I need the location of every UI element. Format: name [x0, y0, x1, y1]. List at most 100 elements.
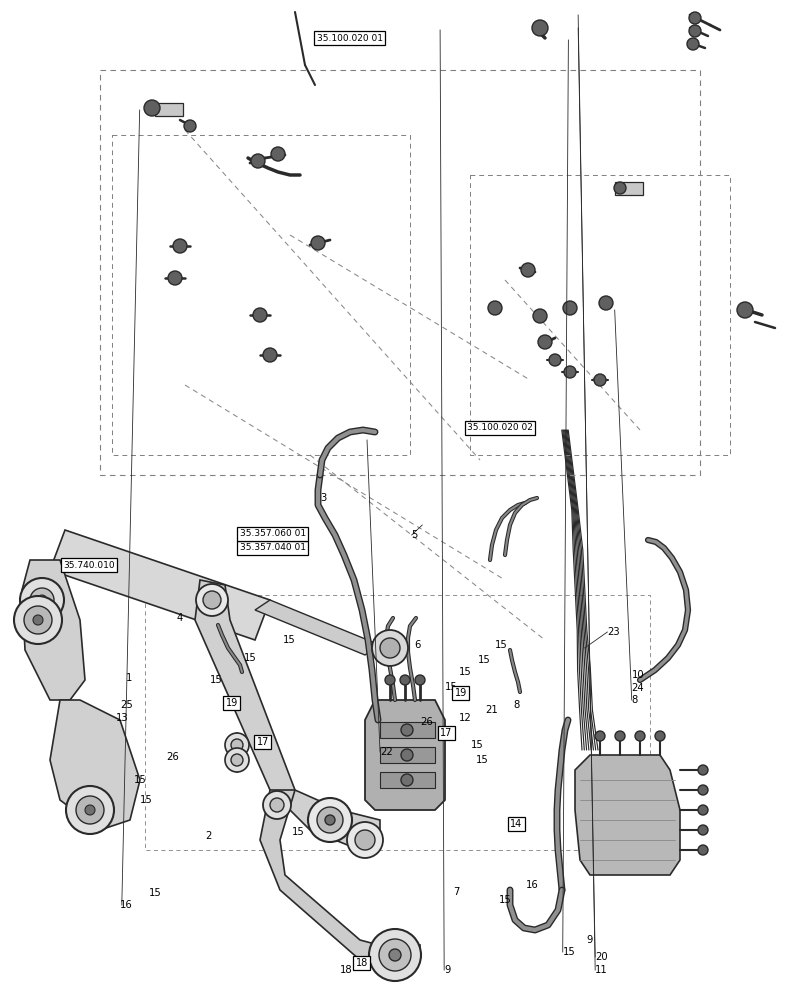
Polygon shape	[22, 560, 85, 700]
Circle shape	[253, 308, 267, 322]
Circle shape	[76, 796, 104, 824]
Circle shape	[594, 374, 605, 386]
Circle shape	[384, 675, 394, 685]
Text: 25: 25	[120, 700, 133, 710]
Circle shape	[307, 798, 351, 842]
Circle shape	[33, 615, 43, 625]
Circle shape	[173, 239, 187, 253]
Text: 23: 23	[607, 627, 620, 637]
Circle shape	[263, 348, 277, 362]
Circle shape	[401, 724, 413, 736]
Circle shape	[613, 182, 625, 194]
Circle shape	[20, 578, 64, 622]
Circle shape	[487, 301, 501, 315]
Text: 21: 21	[485, 705, 498, 715]
Circle shape	[736, 302, 752, 318]
Text: 8: 8	[631, 695, 637, 705]
Text: 9: 9	[444, 965, 450, 975]
Circle shape	[368, 929, 420, 981]
Circle shape	[400, 675, 410, 685]
Circle shape	[689, 12, 700, 24]
Text: 22: 22	[380, 747, 393, 757]
Text: 1: 1	[126, 673, 132, 683]
Bar	[614, 182, 642, 195]
Text: 35.100.020 01: 35.100.020 01	[316, 34, 382, 43]
Circle shape	[270, 798, 284, 812]
Polygon shape	[195, 580, 380, 850]
Circle shape	[251, 154, 264, 168]
Text: 20: 20	[594, 952, 607, 962]
Circle shape	[686, 38, 698, 50]
Circle shape	[225, 733, 249, 757]
Text: 15: 15	[498, 895, 511, 905]
Text: 14: 14	[509, 819, 521, 829]
Circle shape	[184, 120, 195, 132]
Circle shape	[144, 100, 160, 116]
Circle shape	[538, 335, 551, 349]
Text: 9: 9	[586, 935, 592, 945]
Text: 12: 12	[458, 713, 471, 723]
Circle shape	[30, 588, 54, 612]
Text: 35.100.020 02: 35.100.020 02	[466, 424, 532, 432]
Text: 15: 15	[495, 640, 508, 650]
Circle shape	[531, 20, 547, 36]
Circle shape	[654, 731, 664, 741]
Circle shape	[697, 825, 707, 835]
Polygon shape	[365, 700, 444, 810]
Circle shape	[697, 845, 707, 855]
Circle shape	[14, 596, 62, 644]
Text: 2: 2	[205, 831, 212, 841]
Text: 15: 15	[134, 775, 147, 785]
Circle shape	[168, 271, 182, 285]
Text: 19: 19	[225, 698, 238, 708]
Text: 16: 16	[526, 880, 539, 890]
Polygon shape	[574, 755, 679, 875]
Bar	[380, 772, 435, 788]
Text: 26: 26	[420, 717, 433, 727]
Circle shape	[697, 785, 707, 795]
Text: 18: 18	[355, 958, 367, 968]
Text: 18: 18	[339, 965, 352, 975]
Circle shape	[689, 25, 700, 37]
Circle shape	[316, 807, 342, 833]
Bar	[155, 103, 182, 116]
Text: 15: 15	[282, 635, 295, 645]
Circle shape	[346, 822, 383, 858]
Text: 3: 3	[320, 493, 327, 503]
Text: 8: 8	[513, 700, 519, 710]
Circle shape	[564, 366, 575, 378]
Circle shape	[401, 749, 413, 761]
Text: 26: 26	[166, 752, 179, 762]
Text: 15: 15	[477, 655, 490, 665]
Circle shape	[225, 748, 249, 772]
Circle shape	[311, 236, 324, 250]
Text: 5: 5	[411, 530, 418, 540]
Circle shape	[195, 584, 228, 616]
Text: 17: 17	[256, 737, 268, 747]
Text: 15: 15	[148, 888, 161, 898]
Text: 13: 13	[116, 713, 129, 723]
Text: 6: 6	[414, 640, 420, 650]
Text: 15: 15	[243, 653, 256, 663]
Circle shape	[354, 830, 375, 850]
Text: 15: 15	[458, 667, 471, 677]
Text: 15: 15	[292, 827, 305, 837]
Text: 4: 4	[177, 613, 183, 623]
Circle shape	[263, 791, 290, 819]
Circle shape	[203, 591, 221, 609]
Circle shape	[324, 815, 335, 825]
Text: 15: 15	[475, 755, 488, 765]
Circle shape	[634, 731, 644, 741]
Text: 15: 15	[562, 947, 575, 957]
Bar	[380, 747, 435, 763]
Polygon shape	[50, 700, 139, 830]
Polygon shape	[50, 530, 270, 640]
Circle shape	[548, 354, 560, 366]
Circle shape	[521, 263, 534, 277]
Text: 15: 15	[209, 675, 222, 685]
Circle shape	[414, 675, 424, 685]
Circle shape	[66, 786, 114, 834]
Circle shape	[697, 765, 707, 775]
Circle shape	[388, 949, 401, 961]
Bar	[380, 722, 435, 738]
